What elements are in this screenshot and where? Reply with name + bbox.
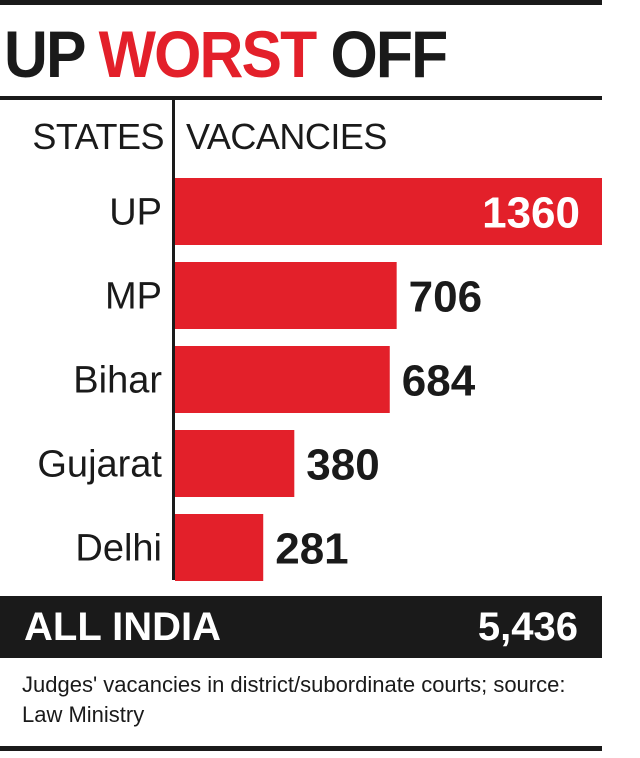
title-rule [0, 96, 602, 100]
bar-delhi [175, 514, 264, 581]
category-label-bihar: Bihar [73, 360, 162, 402]
title-part-up: UP [4, 17, 85, 91]
chart-title: UP WORST OFF [4, 12, 448, 96]
total-label: ALL INDIA [24, 605, 222, 649]
value-label-delhi: 281 [275, 525, 348, 574]
value-label-bihar: 684 [402, 357, 476, 406]
category-label-delhi: Delhi [75, 528, 162, 570]
value-label-gujarat: 380 [306, 441, 379, 490]
category-label-mp: MP [105, 276, 162, 318]
category-label-gujarat: Gujarat [37, 444, 162, 486]
title-part-worst: WORST [98, 17, 318, 91]
bar-gujarat [175, 430, 295, 497]
bottom-rule [0, 746, 602, 751]
bar-chart: UP 1360 MP 706 Bihar 684 Gujarat 380 Delhi 281 [37, 178, 602, 581]
vacancies-header: VACANCIES [186, 116, 387, 157]
bar-mp [175, 262, 397, 329]
bar-bihar [175, 346, 390, 413]
value-label-up: 1360 [482, 189, 580, 238]
category-label-up: UP [109, 192, 162, 234]
total-band [0, 596, 602, 658]
total-value: 5,436 [477, 605, 578, 649]
states-header: STATES [32, 116, 164, 157]
value-label-mp: 706 [409, 273, 482, 322]
axis-line [172, 100, 175, 580]
source-note: Judges' vacancies in district/subordinat… [22, 672, 566, 727]
bar-up [175, 178, 602, 245]
top-rule [0, 0, 602, 5]
title-part-off: OFF [330, 17, 448, 91]
